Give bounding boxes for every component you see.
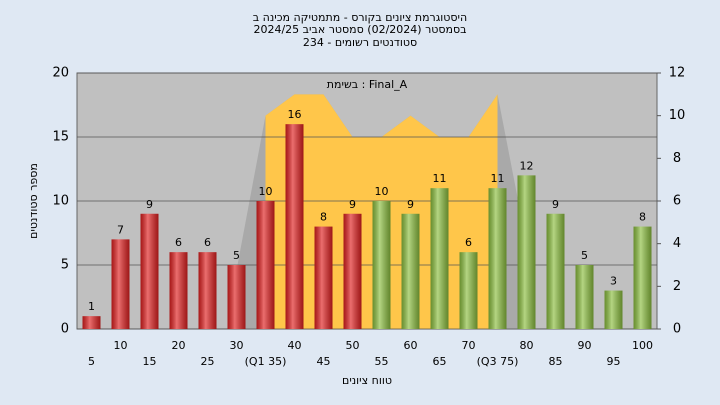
x-tick-label: 10 bbox=[114, 339, 128, 352]
title-line: בסמסטר (02/2024) סמסטר אביב 2024/25 bbox=[253, 23, 466, 36]
bar-shade bbox=[256, 201, 275, 329]
y-axis-label: מספר סטודנטים bbox=[27, 163, 40, 239]
bar-shade bbox=[82, 316, 101, 329]
x-tick-label: 5 bbox=[88, 355, 95, 368]
data-label: 7 bbox=[117, 223, 124, 236]
x-tick-label: 40 bbox=[288, 339, 302, 352]
bar-shade bbox=[140, 213, 159, 329]
x-tick-label: (Q3 75) bbox=[477, 355, 519, 368]
y2-tick-label: 12 bbox=[669, 66, 686, 81]
data-label: 6 bbox=[204, 236, 211, 249]
bar-shade bbox=[198, 252, 217, 329]
x-tick-label: 20 bbox=[172, 339, 186, 352]
y-tick-label: 0 bbox=[61, 322, 69, 337]
data-label: 11 bbox=[433, 172, 447, 185]
bar-shade bbox=[111, 239, 130, 329]
data-label: 3 bbox=[610, 275, 617, 288]
bar-shade bbox=[430, 188, 449, 329]
y2-tick-label: 8 bbox=[673, 151, 681, 166]
x-tick-label: 25 bbox=[201, 355, 215, 368]
x-tick-label: 65 bbox=[433, 355, 447, 368]
data-label: 8 bbox=[320, 211, 327, 224]
bar-shade bbox=[575, 265, 594, 329]
bar-shade bbox=[169, 252, 188, 329]
data-label: 16 bbox=[288, 108, 302, 121]
bar-shade bbox=[227, 265, 246, 329]
bar-shade bbox=[314, 226, 333, 329]
title-line: היסטוגרמת ציונים בקורס - מתמטיקה מכינה ב bbox=[253, 11, 467, 24]
y2-tick-label: 10 bbox=[669, 108, 686, 123]
x-tick-label: 60 bbox=[404, 339, 418, 352]
data-label: 10 bbox=[375, 185, 389, 198]
x-tick-label: (Q1 35) bbox=[245, 355, 287, 368]
bar-shade bbox=[372, 201, 391, 329]
x-tick-label: 90 bbox=[578, 339, 592, 352]
data-label: 9 bbox=[552, 198, 559, 211]
bar-shade bbox=[517, 175, 536, 329]
data-label: 5 bbox=[233, 249, 240, 262]
y-tick-label: 10 bbox=[52, 194, 69, 209]
data-label: 6 bbox=[175, 236, 182, 249]
data-label: 9 bbox=[146, 198, 153, 211]
y2-tick-label: 6 bbox=[673, 194, 681, 209]
x-tick-label: 100 bbox=[632, 339, 653, 352]
bar-shade bbox=[546, 213, 565, 329]
data-label: 5 bbox=[581, 249, 588, 262]
x-axis-label: טווח ציונים bbox=[342, 374, 392, 387]
x-tick-label: 45 bbox=[317, 355, 331, 368]
x-tick-label: 95 bbox=[607, 355, 621, 368]
x-tick-label: 80 bbox=[520, 339, 534, 352]
data-label: 11 bbox=[491, 172, 505, 185]
data-label: 8 bbox=[639, 211, 646, 224]
y-tick-label: 5 bbox=[61, 258, 69, 273]
x-tick-label: 30 bbox=[230, 339, 244, 352]
y2-tick-label: 2 bbox=[673, 279, 681, 294]
bar-shade bbox=[343, 213, 362, 329]
data-label: 9 bbox=[349, 198, 356, 211]
bar-shade bbox=[459, 252, 478, 329]
bar-shade bbox=[285, 124, 304, 329]
data-label: 6 bbox=[465, 236, 472, 249]
y-tick-label: 20 bbox=[52, 66, 69, 81]
x-tick-label: 70 bbox=[462, 339, 476, 352]
bar-shade bbox=[633, 226, 652, 329]
title-line: סטודנטים רשומים - 234 bbox=[303, 36, 417, 49]
data-label: 1 bbox=[88, 300, 95, 313]
bar-shade bbox=[401, 213, 420, 329]
data-label: 9 bbox=[407, 198, 414, 211]
data-label: 12 bbox=[520, 159, 534, 172]
x-tick-label: 85 bbox=[549, 355, 563, 368]
bar-shade bbox=[488, 188, 507, 329]
bar-shade bbox=[604, 290, 623, 329]
x-tick-label: 50 bbox=[346, 339, 360, 352]
x-tick-label: 55 bbox=[375, 355, 389, 368]
y2-tick-label: 0 bbox=[673, 322, 681, 337]
y-tick-label: 15 bbox=[52, 130, 69, 145]
data-label: 10 bbox=[259, 185, 273, 198]
y2-tick-label: 4 bbox=[673, 236, 681, 251]
annotation: בשימת : Final_A bbox=[327, 78, 408, 91]
x-tick-label: 15 bbox=[143, 355, 157, 368]
